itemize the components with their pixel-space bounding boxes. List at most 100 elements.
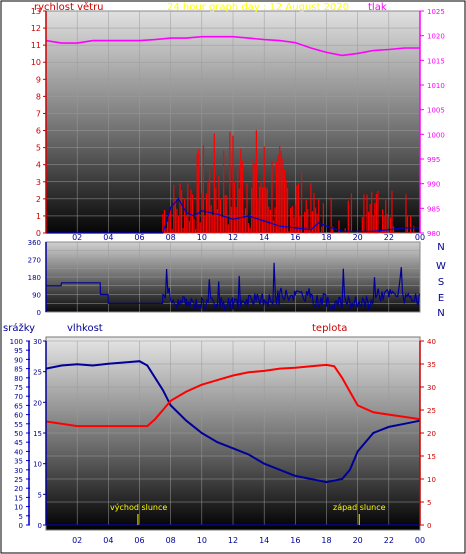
- wind_avg-line: [46, 197, 420, 234]
- rain-tick-label: 20: [14, 485, 23, 493]
- rain-axis-title: srážky: [3, 322, 35, 334]
- wind-tick-label: 2: [36, 195, 41, 204]
- pressure-tick-label: 1000: [427, 131, 445, 139]
- humidity-temp-x-tick-label: 20: [353, 536, 363, 545]
- wind-tick-label: 8: [36, 92, 41, 101]
- direction-series: [46, 262, 420, 312]
- humidity-temp-series: [45, 360, 421, 526]
- sun-markers: [137, 514, 360, 525]
- humidity-temp-x-tick-label: 04: [103, 536, 113, 545]
- direction-tick-label: 180: [28, 274, 41, 282]
- rain-tick-label: 0: [19, 522, 23, 530]
- wind-series: [45, 35, 420, 234]
- dir-label-w: W: [436, 261, 446, 272]
- rain-tick-label: 15: [14, 494, 23, 502]
- humidity-temp-x-tick-label: 08: [166, 536, 176, 545]
- wind-tick-label: 12: [31, 24, 41, 33]
- pressure-tick-label: 980: [427, 230, 440, 238]
- temp-tick-label: 0: [427, 522, 431, 530]
- humidity-tick-label: 0: [38, 522, 42, 530]
- wind-tick-label: 0: [36, 229, 41, 238]
- direction-tick-label: 90: [32, 292, 41, 300]
- pressure-axis-title: tlak: [368, 2, 387, 13]
- rain-tick-label: 80: [14, 375, 23, 383]
- temp-tick-label: 25: [427, 407, 436, 415]
- wind-x-tick-label: 10: [197, 233, 207, 242]
- wind-x-tick-label: 16: [290, 233, 300, 242]
- wind-gust-bars: [162, 130, 415, 233]
- humidity-tick-label: 25: [33, 369, 42, 377]
- wind-tick-label: 4: [36, 161, 41, 170]
- sunset-label: západ slunce: [333, 503, 386, 512]
- wind-axis-title: rychlost větru: [34, 1, 104, 13]
- rain-tick-label: 25: [14, 476, 23, 484]
- humidity-temp-x-tick-label: 00: [415, 536, 425, 545]
- humidity-temp-x-tick-label: 14: [259, 536, 269, 545]
- rain-tick-label: 40: [14, 448, 23, 456]
- rain-tick-label: 100: [10, 338, 23, 346]
- wind-x-tick-label: 14: [259, 233, 269, 242]
- humidity-temp-x-tick-label: 02: [72, 536, 82, 545]
- dir-label-e: E: [438, 293, 444, 304]
- humidity-line: [45, 360, 421, 484]
- temp-tick-label: 10: [427, 476, 436, 484]
- humidity-temp-x-tick-label: 06: [134, 536, 144, 545]
- humidity-tick-label: 15: [33, 430, 42, 438]
- temperature-line: [45, 363, 421, 428]
- dir-label-s: S: [438, 277, 444, 288]
- wind-x-tick-label: 18: [321, 233, 331, 242]
- pressure-tick-label: 995: [427, 156, 440, 164]
- pressure-tick-label: 985: [427, 205, 440, 213]
- rain-tick-label: 85: [14, 366, 23, 374]
- direction-line: [46, 262, 420, 312]
- humidity-tick-label: 5: [38, 491, 42, 499]
- temp-tick-label: 15: [427, 453, 436, 461]
- wind-tick-label: 13: [31, 7, 41, 16]
- rain-tick-label: 65: [14, 402, 23, 410]
- pressure-tick-label: 1010: [427, 82, 445, 90]
- rain-tick-label: 35: [14, 458, 23, 466]
- temp-tick-label: 30: [427, 384, 436, 392]
- wind-x-tick-label: 00: [415, 233, 425, 242]
- chart-title: 24 hour graph day : 12 August 2020: [167, 2, 349, 13]
- rain-tick-label: 30: [14, 467, 23, 475]
- wind-tick-label: 3: [36, 178, 41, 187]
- humidity-axis-title: vlhkost: [67, 323, 103, 334]
- rain-tick-label: 70: [14, 393, 23, 401]
- pressure-tick-label: 990: [427, 181, 440, 189]
- rain-tick-label: 90: [14, 356, 23, 364]
- direction-tick-label: 270: [28, 257, 41, 265]
- rain-tick-label: 55: [14, 421, 23, 429]
- pressure-tick-label: 1005: [427, 107, 445, 115]
- rain-tick-label: 5: [19, 513, 23, 521]
- humidity-temp-x-tick-label: 10: [197, 536, 207, 545]
- rain-tick-label: 45: [14, 439, 23, 447]
- humidity-temp-x-tick-label: 22: [384, 536, 394, 545]
- dir-label-n1: N: [437, 242, 444, 253]
- temp-tick-label: 35: [427, 361, 436, 369]
- temperature-axis-title: teplota: [312, 323, 347, 334]
- rain-tick-label: 95: [14, 347, 23, 355]
- wind-tick-label: 1: [36, 212, 41, 221]
- rain-tick-label: 75: [14, 384, 23, 392]
- rain-tick-label: 60: [14, 412, 23, 420]
- wind-tick-label: 11: [31, 41, 41, 50]
- pressure-tick-label: 1015: [427, 57, 445, 65]
- dir-label-n2: N: [437, 308, 444, 319]
- wind-x-tick-label: 04: [103, 233, 113, 242]
- wind-tick-label: 7: [36, 109, 41, 118]
- humidity-tick-label: 20: [33, 399, 42, 407]
- direction-tick-label: 360: [28, 239, 41, 247]
- direction-tick-label: 0: [37, 309, 41, 317]
- wind-tick-label: 5: [36, 144, 41, 153]
- wind-x-tick-label: 02: [72, 233, 82, 242]
- pressure-line: [45, 35, 420, 57]
- wind-x-tick-label: 12: [228, 233, 238, 242]
- axes: 0123456789101112139809859909951000100510…: [10, 7, 445, 545]
- sunrise-label: východ slunce: [110, 503, 167, 512]
- rain-tick-label: 10: [14, 504, 23, 512]
- temp-tick-label: 40: [427, 338, 436, 346]
- wind-x-tick-label: 20: [353, 233, 363, 242]
